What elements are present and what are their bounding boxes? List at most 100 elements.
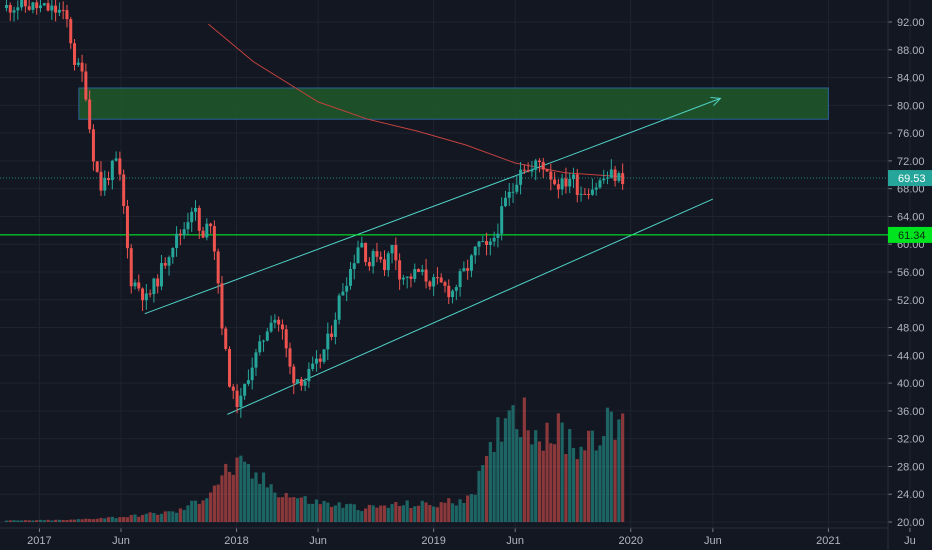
volume-bar [258,483,262,522]
price-axis-label: 28.00 [897,461,925,473]
current-price-badge [888,170,932,187]
volume-bar [250,478,254,522]
candle-body [314,358,318,364]
volume-bar [254,472,258,522]
candle-body [606,177,610,179]
volume-bar [568,429,572,522]
target-zone[interactable] [78,87,829,120]
volume-bar [171,511,175,522]
volume-bar [356,510,360,522]
volume-bar [140,514,145,522]
volume-bar [57,519,62,522]
volume-bar [20,520,24,522]
volume-bar [307,503,311,522]
volume-bar [496,417,500,522]
candle-body [590,189,594,195]
volume-bar [46,519,50,522]
volume-bar [575,459,579,522]
volume-bar [69,519,73,522]
volume-bar [587,430,591,522]
candle-body [114,158,118,161]
candle-body [175,233,179,248]
candle-body [401,277,405,280]
candle-body [84,71,88,100]
candle-body [171,247,175,258]
candle-body [205,223,209,238]
candle-body [69,19,73,44]
volume-bar [602,435,606,522]
candle-body [88,99,92,130]
candle-body [228,348,232,387]
volume-bar [122,516,126,522]
channel-upper-line[interactable] [144,156,566,315]
volume-bar [466,495,470,522]
current-price-label: 69.53 [898,173,926,185]
volume-bar [243,461,247,522]
candle-body [507,192,511,198]
volume-bar [481,465,485,522]
candle-body [541,162,545,170]
candle-body [292,366,296,384]
candle-body [594,187,598,190]
candle-body [284,329,288,349]
projection-arrow-line[interactable] [564,97,721,158]
candle-body [148,293,152,295]
volume-bar [367,504,371,522]
volume-bar [447,498,451,522]
candle-body [20,0,24,8]
candle-body [621,173,625,185]
moving-average-line [208,23,625,178]
candle-body [61,9,65,11]
price-axis-label: 44.00 [897,350,925,362]
candle-body [390,244,394,254]
volume-bar [54,519,58,522]
candle-body [454,287,458,291]
candle-body [193,207,197,212]
candle-body [144,293,148,301]
candle-body [39,5,43,9]
candle-body [4,5,8,9]
volume-bar [458,499,462,522]
candle-body [125,206,129,249]
volume-bar [269,484,273,522]
volume-bar [288,497,292,522]
candle-body [80,62,84,72]
candle-body [243,383,247,396]
volume-bar [534,430,538,522]
volume-bar [390,504,394,522]
volume-bar [35,520,39,522]
price-axis-label: 92.00 [897,17,925,29]
candle-body [159,263,163,287]
volume-bar [432,506,436,522]
volume-bar [88,518,92,522]
candle-body [458,271,462,288]
candle-body [549,171,553,180]
price-axis-label: 24.00 [897,489,925,501]
volume-bar [159,513,164,522]
price-axis-label: 32.00 [897,434,925,446]
volume-bar [182,509,186,522]
volume-bar [114,518,118,522]
candle-body [167,257,171,266]
candle-body [572,174,576,180]
candle-body [443,282,447,286]
volume-bar [545,422,549,522]
volume-bar [205,498,209,522]
projection-arrow-head [710,97,722,106]
candle-body [280,324,284,330]
candle-body [333,319,337,337]
volume-bar [80,519,84,522]
price-axis-label: 20.00 [897,517,925,529]
volume-bar [341,507,345,522]
candle-body [54,5,58,13]
candle-body [500,206,504,234]
candle-body [107,178,111,181]
candle-body [35,2,39,9]
candle-body [216,251,220,284]
candle-body [435,277,439,279]
candle-body [530,169,534,172]
volume-bar [311,503,315,522]
volume-bar [65,520,69,522]
